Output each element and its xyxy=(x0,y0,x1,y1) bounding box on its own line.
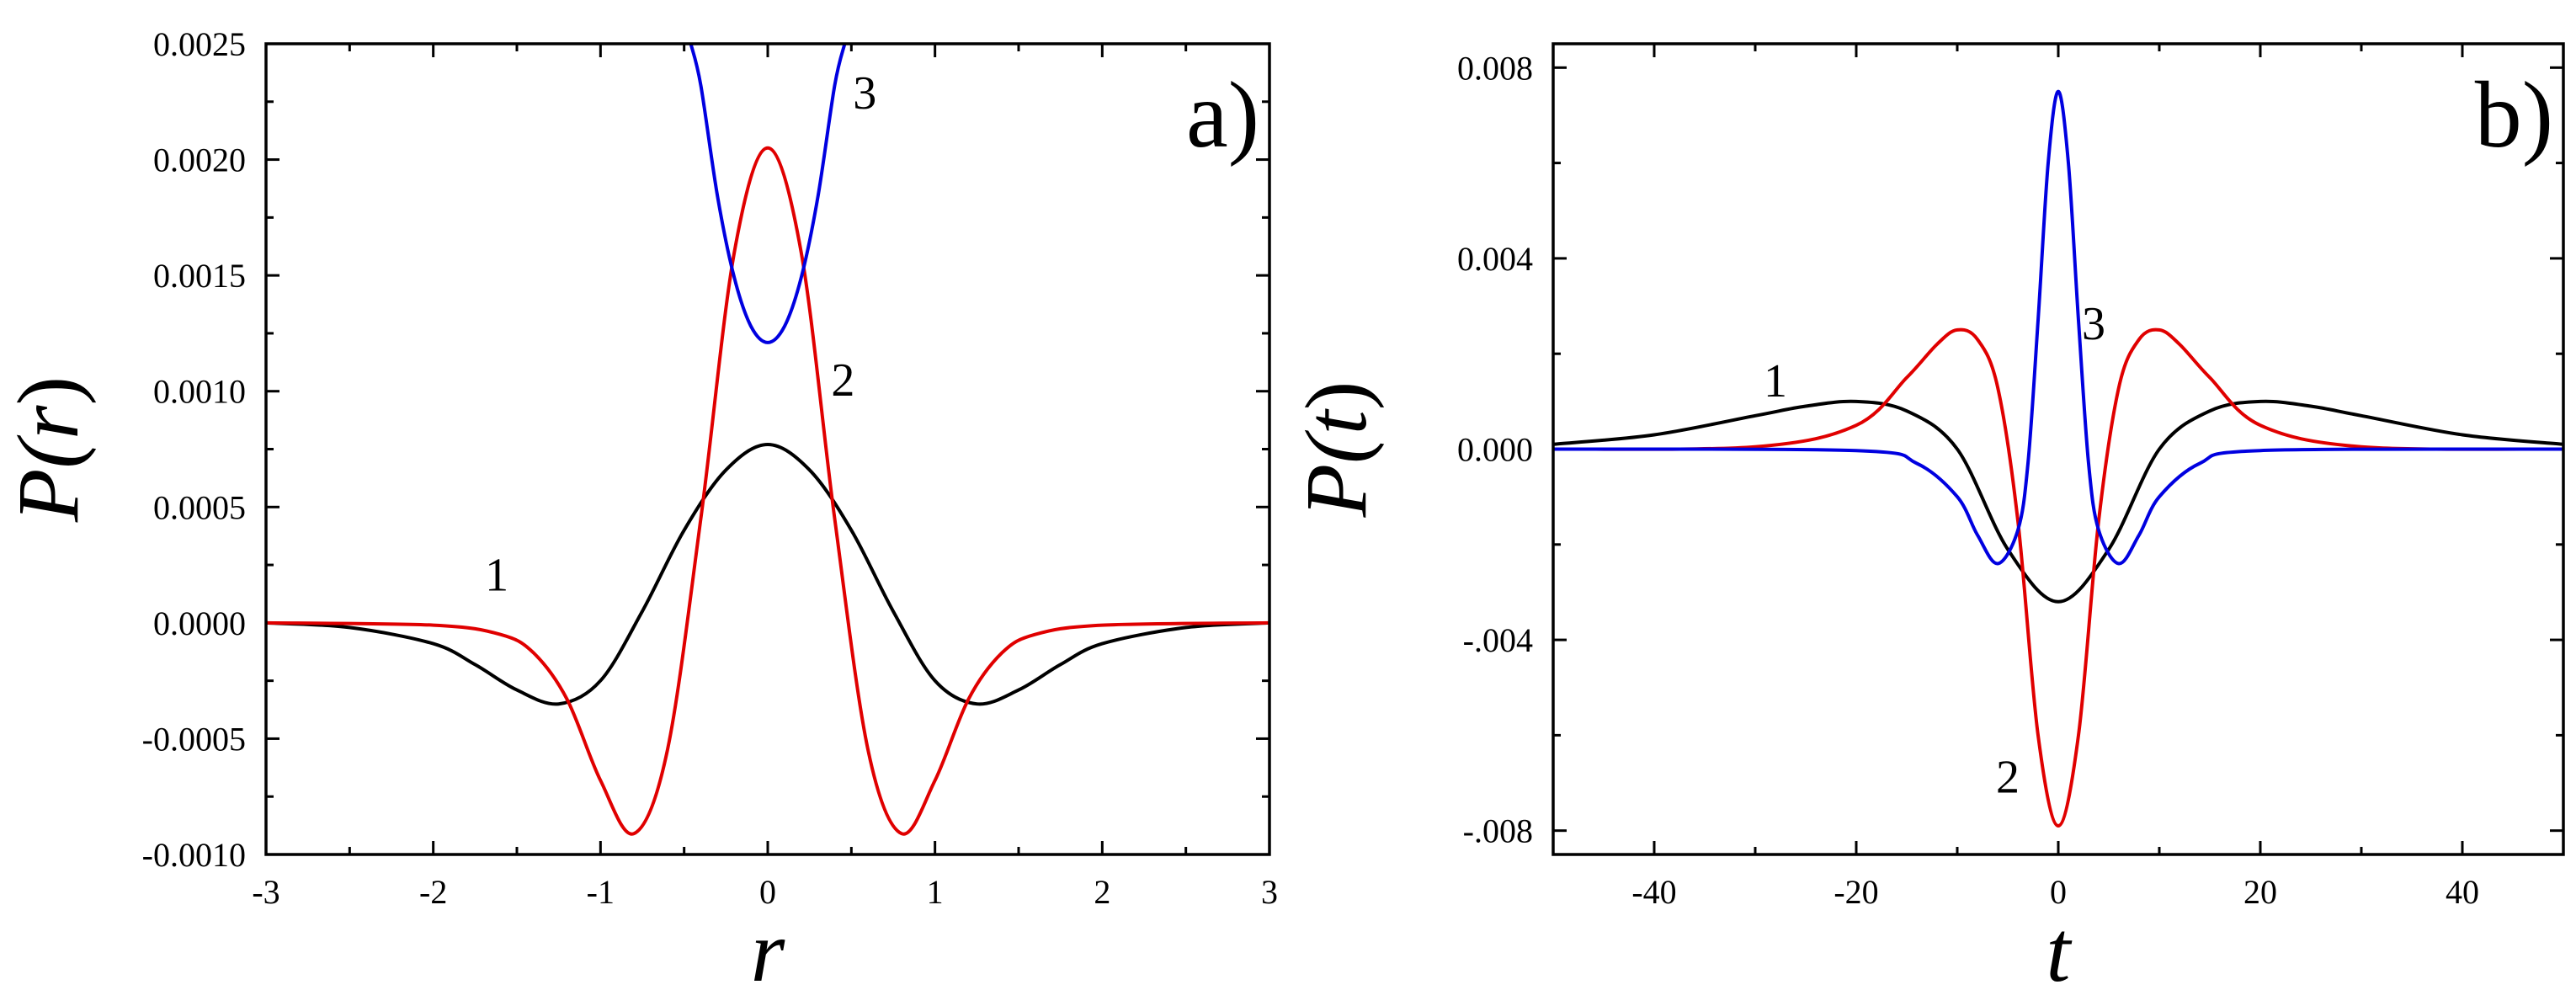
y-axis-label-prefix: P( xyxy=(0,435,97,524)
y-tick-label: 0.0020 xyxy=(153,141,246,179)
y-axis-label: P(r) xyxy=(0,376,97,523)
panel-label: b) xyxy=(2475,63,2553,168)
y-tick-label: -.004 xyxy=(1463,621,1533,659)
y-axis-label-var: r xyxy=(0,405,97,439)
panel-a: -0.0010 -0.0005 0.0000 0.0005 0.0010 0.0015 0.… xyxy=(0,25,1278,1000)
y-tick-label: 0.000 xyxy=(1457,431,1533,469)
series-line-1 xyxy=(1553,399,2563,604)
series-line-1 xyxy=(266,443,1269,706)
y-tick-label: -.008 xyxy=(1463,812,1533,850)
curve-label: 2 xyxy=(1996,751,2020,803)
x-tick-label: -1 xyxy=(587,873,615,911)
x-axis-label: t xyxy=(2046,903,2073,1000)
y-axis-label-prefix: P( xyxy=(1288,430,1385,519)
y-axis-label-suffix: ) xyxy=(0,376,97,406)
series-line-2 xyxy=(266,146,1269,836)
y-tick-label: -0.0005 xyxy=(142,720,246,758)
curve-label: 3 xyxy=(853,67,876,120)
y-tick-label: -0.0010 xyxy=(142,836,246,874)
x-tick-label: 20 xyxy=(2243,873,2277,911)
x-tick-label: 2 xyxy=(1094,873,1110,911)
x-tick-label: -3 xyxy=(252,873,279,911)
plot-frame xyxy=(264,42,1271,856)
x-tick-label: 3 xyxy=(1261,873,1278,911)
curve-label: 1 xyxy=(1764,355,1787,407)
x-tick-label: 40 xyxy=(2446,873,2479,911)
x-tick-label: -20 xyxy=(1834,873,1878,911)
y-tick-label: 0.0005 xyxy=(153,488,246,526)
x-tick-label: 0 xyxy=(2050,873,2067,911)
y-tick-label: 0.008 xyxy=(1457,49,1533,87)
plot-frame xyxy=(1551,42,2565,856)
series-line-3 xyxy=(1553,89,2563,566)
y-axis-label-suffix: ) xyxy=(1288,381,1385,411)
x-tick-label: -2 xyxy=(419,873,447,911)
y-tick-label: 0.0010 xyxy=(153,373,246,411)
y-tick-label: 0.004 xyxy=(1457,240,1533,278)
y-axis-label-var: t xyxy=(1288,408,1385,434)
y-axis-label: P(t) xyxy=(1288,381,1385,519)
x-tick-label: -40 xyxy=(1631,873,1676,911)
y-tick-label: 0.0015 xyxy=(153,257,246,295)
y-tick-label: 0.0025 xyxy=(153,25,246,63)
series-line-3 xyxy=(689,44,847,344)
y-tick-label: 0.0000 xyxy=(153,604,246,642)
x-tick-label: 1 xyxy=(927,873,944,911)
panel-label: a) xyxy=(1186,63,1259,168)
curve-label: 3 xyxy=(2082,298,2105,350)
x-axis-label: r xyxy=(751,903,785,1000)
series-line-2 xyxy=(1553,327,2563,828)
x-tick-label: 0 xyxy=(759,873,776,911)
series-group xyxy=(266,44,1269,836)
series-group xyxy=(1553,89,2563,828)
curve-label: 1 xyxy=(485,549,508,601)
curve-label: 2 xyxy=(831,354,854,407)
panel-b: -.008 -.004 0.000 0.004 0.008 -40 -20 0 20 40 1 2 3 b… xyxy=(1288,42,2565,1000)
